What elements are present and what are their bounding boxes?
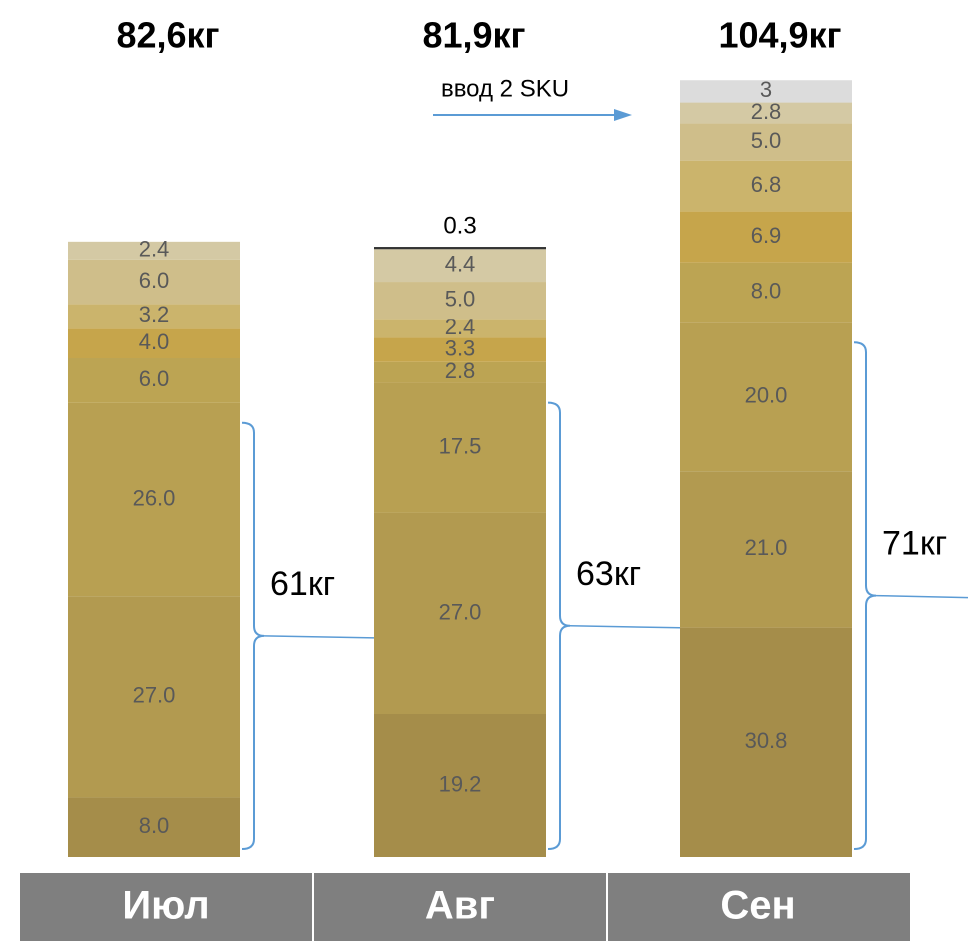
total-label: 104,9кг xyxy=(718,15,841,56)
x-tick-label: Июл xyxy=(122,884,209,928)
bar-segment xyxy=(680,627,852,857)
brace-label: 61кг xyxy=(270,565,335,603)
value-label: 2.8 xyxy=(751,99,782,124)
bar-segment xyxy=(680,262,852,323)
brace xyxy=(547,401,571,850)
value-label: 20.0 xyxy=(745,383,788,408)
value-label: 6.0 xyxy=(139,366,170,391)
brace xyxy=(853,341,877,850)
value-label: 6.9 xyxy=(751,223,782,248)
bar-segment xyxy=(680,123,852,161)
value-label: 6.0 xyxy=(139,268,170,293)
total-label: 81,9кг xyxy=(422,15,525,56)
bar-segment xyxy=(374,382,546,513)
value-label: 3.3 xyxy=(445,335,476,360)
arrow-head xyxy=(614,109,632,121)
bar-segment xyxy=(374,319,546,338)
bar-segment xyxy=(68,402,240,597)
bar-segment xyxy=(680,80,852,103)
value-label: 2.8 xyxy=(445,358,476,383)
value-label: 27.0 xyxy=(133,683,176,708)
bar-segment xyxy=(374,247,546,250)
bar-segment xyxy=(374,249,546,283)
bar-segment xyxy=(68,797,240,857)
value-label: 0.3 xyxy=(443,212,476,239)
x-tick-label: Сен xyxy=(720,884,795,928)
bar-segment xyxy=(680,160,852,212)
bar-segment xyxy=(680,211,852,263)
value-label: 17.5 xyxy=(439,434,482,459)
value-label: 4.4 xyxy=(445,251,476,276)
value-label: 26.0 xyxy=(133,485,176,510)
value-label: 5.0 xyxy=(751,128,782,153)
bar-segment xyxy=(374,337,546,362)
value-label: 8.0 xyxy=(751,278,782,303)
value-label: 19.2 xyxy=(439,771,482,796)
value-label: 4.0 xyxy=(139,329,170,354)
annotation: ввод 2 SKU xyxy=(441,75,569,102)
bar-segment xyxy=(68,304,240,329)
bar-segment xyxy=(374,361,546,383)
connector xyxy=(875,594,968,599)
brace-label: 63кг xyxy=(576,555,641,593)
bar-segment xyxy=(68,596,240,798)
total-label: 82,6кг xyxy=(116,15,219,56)
bar-segment xyxy=(680,102,852,124)
bar-segment xyxy=(68,358,240,403)
x-tick-label: Авг xyxy=(425,884,495,928)
connector xyxy=(569,625,681,629)
bar-segment xyxy=(374,714,546,857)
value-label: 6.8 xyxy=(751,172,782,197)
bar-segment xyxy=(374,512,546,715)
value-label: 27.0 xyxy=(439,599,482,624)
value-label: 2.4 xyxy=(139,237,170,262)
bar-segment xyxy=(680,471,852,628)
value-label: 3 xyxy=(760,77,772,102)
bar-segment xyxy=(374,282,546,320)
bar-segment xyxy=(68,259,240,305)
bar-segment xyxy=(680,322,852,472)
brace-label: 71кг xyxy=(882,525,947,563)
connector xyxy=(263,635,375,639)
brace xyxy=(241,421,265,850)
category-band xyxy=(20,873,910,941)
bar-segment xyxy=(68,328,240,359)
value-label: 21.0 xyxy=(745,535,788,560)
value-label: 3.2 xyxy=(139,302,170,327)
value-label: 8.0 xyxy=(139,813,170,838)
bar-segment xyxy=(68,241,240,260)
value-label: 30.8 xyxy=(745,728,788,753)
value-label: 5.0 xyxy=(445,286,476,311)
